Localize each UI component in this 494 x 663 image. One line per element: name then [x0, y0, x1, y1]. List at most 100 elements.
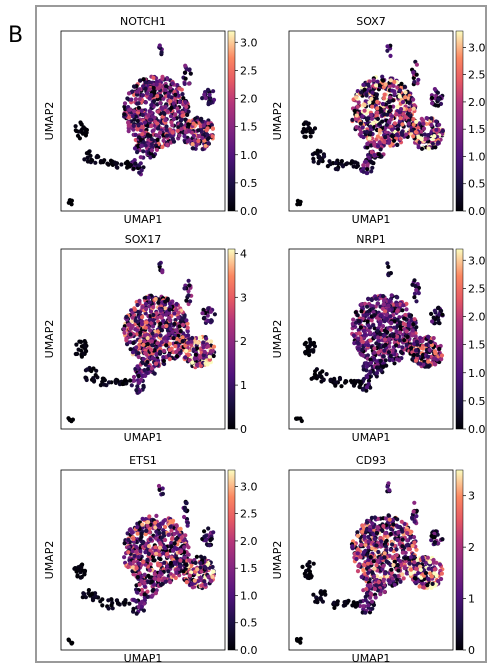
- cell-point: [143, 301, 148, 307]
- cell-point: [143, 86, 148, 91]
- cell-point: [141, 608, 146, 613]
- cell-point: [173, 318, 178, 323]
- cell-point: [381, 354, 386, 359]
- cell-point: [356, 563, 361, 569]
- cell-point: [163, 104, 168, 110]
- cell-point: [138, 330, 143, 335]
- cell-point: [405, 111, 410, 116]
- cell-point: [388, 353, 393, 359]
- cell-point: [398, 330, 403, 335]
- cell-point: [158, 333, 163, 338]
- cell-point: [206, 526, 211, 531]
- cell-point: [351, 317, 356, 322]
- x-axis-label: UMAP1: [352, 431, 391, 444]
- cell-point: [183, 508, 188, 513]
- cell-point: [404, 543, 409, 548]
- cell-point: [392, 91, 397, 96]
- cell-point: [425, 133, 430, 138]
- cell-point: [157, 487, 162, 492]
- cell-point: [180, 113, 185, 118]
- cell-point: [397, 88, 403, 93]
- cell-point: [372, 350, 377, 355]
- scatter-points: [66, 43, 217, 207]
- cell-point: [93, 373, 98, 378]
- cell-point: [139, 599, 144, 604]
- cell-point: [390, 114, 395, 119]
- cell-point: [203, 538, 208, 543]
- cell-point: [371, 78, 376, 83]
- cell-point: [162, 348, 167, 353]
- cell-point: [406, 323, 411, 328]
- cell-point: [122, 326, 127, 332]
- cell-point: [102, 382, 107, 387]
- y-axis-label: UMAP2: [43, 320, 56, 359]
- cell-point: [199, 129, 204, 134]
- plot-title: SOX7: [356, 15, 385, 28]
- cell-point: [365, 167, 370, 172]
- cell-point: [191, 146, 196, 151]
- cell-point: [386, 303, 391, 308]
- cell-point: [382, 555, 387, 560]
- cell-point: [368, 112, 374, 118]
- cell-point: [201, 340, 206, 345]
- cell-point: [106, 606, 111, 611]
- cell-point: [174, 537, 179, 542]
- cell-point: [375, 116, 380, 121]
- cell-point: [311, 159, 316, 164]
- cell-point: [75, 574, 80, 579]
- cell-point: [388, 271, 393, 276]
- cell-point: [187, 573, 192, 578]
- cell-point: [184, 501, 189, 506]
- cell-point: [156, 483, 162, 489]
- cell-point: [176, 315, 181, 320]
- cell-point: [416, 145, 421, 150]
- cell-point: [376, 365, 381, 370]
- cell-point: [182, 81, 187, 86]
- colorbar: [227, 30, 236, 212]
- cell-point: [102, 158, 107, 163]
- cell-point: [425, 354, 431, 359]
- x-axis-label: UMAP1: [352, 213, 391, 226]
- cell-point: [430, 141, 435, 146]
- cell-point: [378, 147, 383, 152]
- cell-point: [436, 97, 441, 102]
- cell-point: [132, 598, 137, 603]
- panel-label: B: [8, 23, 23, 48]
- cell-point: [395, 577, 400, 582]
- cell-point: [116, 601, 121, 606]
- cell-point: [179, 549, 184, 554]
- colorbar-tick-label: 1.0: [240, 589, 258, 602]
- cell-point: [125, 164, 130, 169]
- cell-point: [119, 162, 124, 167]
- cell-point: [157, 43, 162, 48]
- cell-point: [126, 537, 131, 543]
- cell-point: [312, 126, 318, 131]
- cell-point: [363, 159, 368, 164]
- cell-point: [372, 346, 377, 351]
- cell-point: [166, 94, 172, 99]
- cell-point: [407, 561, 412, 566]
- cell-point: [210, 126, 215, 131]
- cell-point: [160, 76, 165, 81]
- cell-point: [395, 308, 400, 313]
- cell-point: [131, 374, 137, 380]
- cell-point: [388, 117, 393, 122]
- cell-point: [375, 106, 380, 111]
- cell-point: [135, 126, 140, 131]
- cell-point: [374, 341, 379, 346]
- cell-point: [165, 142, 170, 147]
- cell-point: [138, 155, 143, 160]
- cell-point: [364, 385, 370, 390]
- cell-point: [377, 322, 382, 327]
- cell-point: [151, 128, 156, 133]
- cell-point: [324, 372, 329, 377]
- cell-point: [361, 169, 366, 174]
- cell-point: [383, 544, 388, 549]
- cell-point: [398, 324, 403, 329]
- cell-point: [176, 310, 181, 315]
- cell-point: [371, 323, 376, 328]
- cell-point: [437, 346, 442, 351]
- cell-point: [426, 566, 431, 571]
- cell-point: [383, 337, 388, 342]
